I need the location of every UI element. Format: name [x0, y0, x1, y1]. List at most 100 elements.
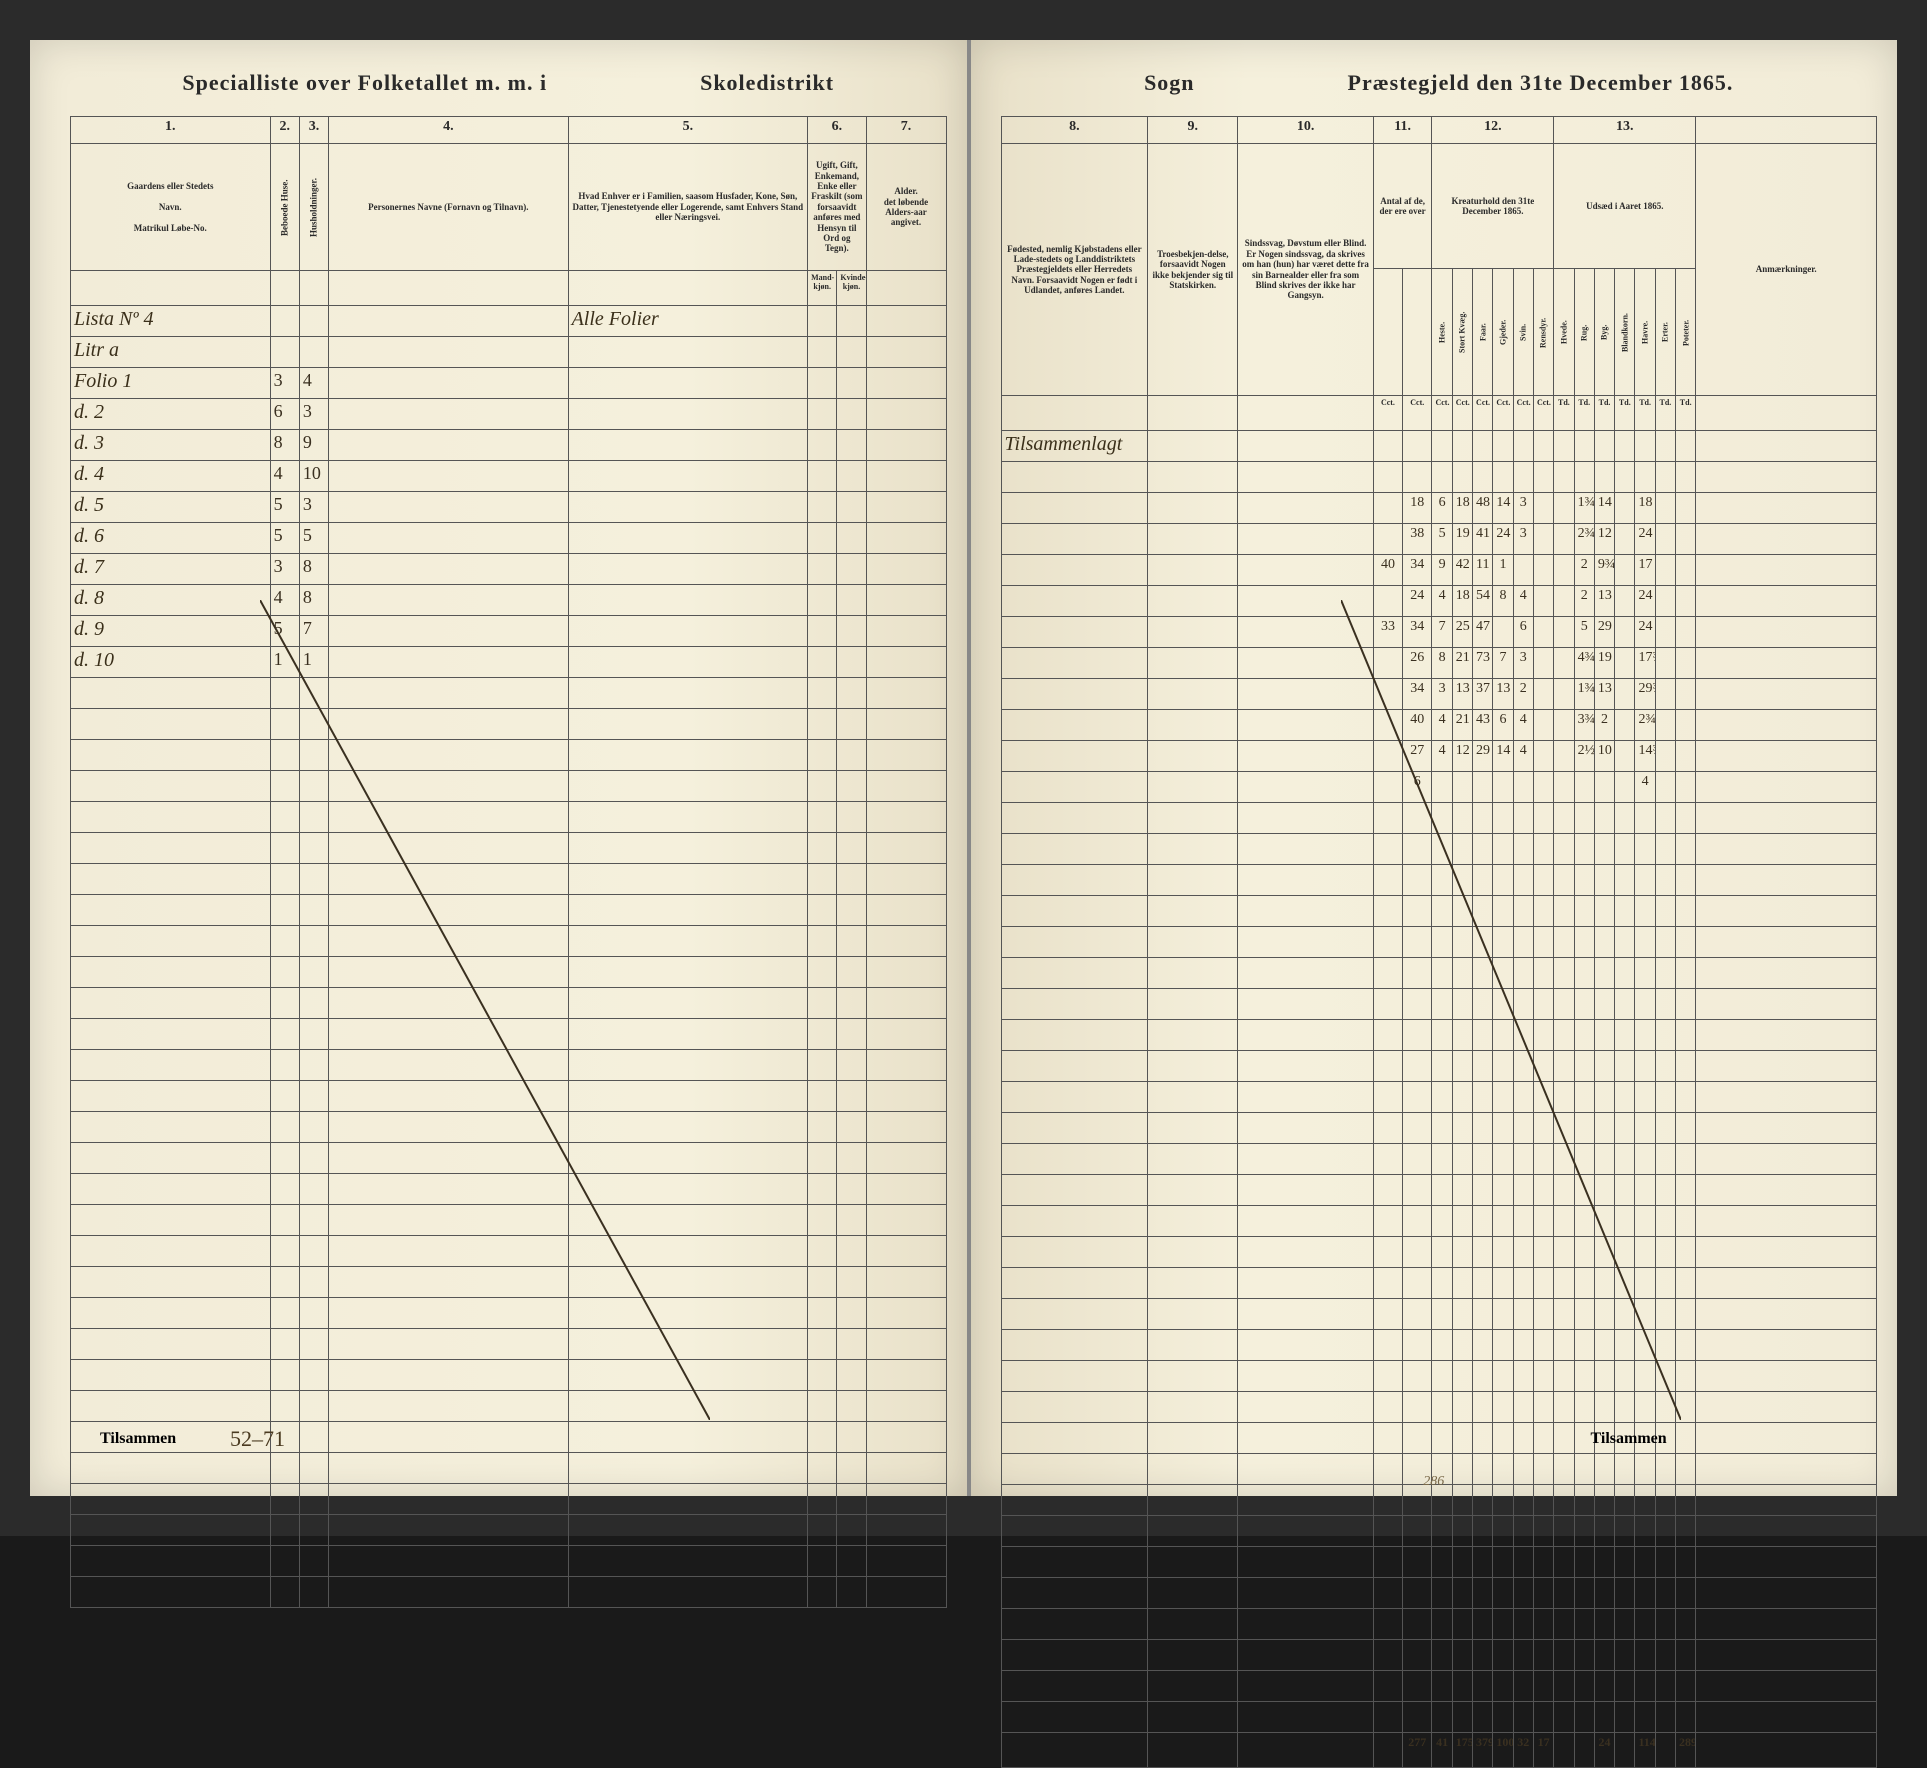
- cell: [1554, 1485, 1574, 1516]
- cell: [1493, 431, 1513, 462]
- cell: [1432, 1330, 1452, 1361]
- cell: [1493, 617, 1513, 648]
- cell: [1148, 1175, 1238, 1206]
- cell: [1594, 1020, 1614, 1051]
- cell: [329, 833, 568, 864]
- cell: [1533, 1268, 1553, 1299]
- cell: [1554, 648, 1574, 679]
- cell: [1473, 1609, 1493, 1640]
- cell: [1001, 772, 1148, 803]
- cell: [808, 585, 837, 616]
- cell: [299, 1019, 328, 1050]
- cell: [71, 1019, 271, 1050]
- cell: [329, 957, 568, 988]
- cell: [1148, 648, 1238, 679]
- cell: [1403, 896, 1432, 927]
- cell: [1432, 1609, 1452, 1640]
- cell: [1001, 1733, 1148, 1768]
- cell: [1452, 1547, 1472, 1578]
- cell: [1554, 1237, 1574, 1268]
- coln-5: 5.: [568, 117, 807, 144]
- cell: [1574, 1237, 1594, 1268]
- left-table-body: Lista Nº 4Alle FolierLitr aFolio 134d. 2…: [71, 306, 947, 1608]
- cell: [270, 306, 299, 337]
- cell: [1432, 1051, 1452, 1082]
- cell: [71, 1050, 271, 1081]
- table-row: [1001, 1547, 1877, 1578]
- cell: 29: [1594, 617, 1614, 648]
- cell: [1373, 524, 1402, 555]
- cell: 114: [1635, 1733, 1655, 1768]
- cell: 6: [270, 399, 299, 430]
- cell: [1001, 958, 1148, 989]
- cell: [1148, 1609, 1238, 1640]
- cell: [1533, 927, 1553, 958]
- cell: [1554, 1671, 1574, 1702]
- cell: [1615, 1082, 1635, 1113]
- cell: [1373, 1578, 1402, 1609]
- cell: [1452, 1330, 1472, 1361]
- cell: [1655, 1082, 1675, 1113]
- cell: 24: [1635, 586, 1655, 617]
- cell: [866, 895, 946, 926]
- cell: [1635, 1702, 1655, 1733]
- cell: [1373, 493, 1402, 524]
- cell: 100: [1493, 1733, 1513, 1768]
- cell: 14: [1493, 493, 1513, 524]
- cell: 6: [1493, 710, 1513, 741]
- left-header-a: Specialliste over Folketallet m. m. i: [182, 70, 547, 95]
- cell: 10: [299, 461, 328, 492]
- table-row: 24418548421324: [1001, 586, 1877, 617]
- cell: 19: [1452, 524, 1472, 555]
- cell: [71, 802, 271, 833]
- cell: [1574, 834, 1594, 865]
- table-row: [71, 833, 947, 864]
- cell: 8: [299, 585, 328, 616]
- cell: [808, 461, 837, 492]
- cell: [1513, 865, 1533, 896]
- cell: [808, 1050, 837, 1081]
- cell: [1373, 1547, 1402, 1578]
- cell: [1001, 1175, 1148, 1206]
- cell: [1432, 896, 1452, 927]
- cell: 3: [270, 368, 299, 399]
- cell: [1533, 617, 1553, 648]
- cell: [1452, 989, 1472, 1020]
- cell: [1615, 648, 1635, 679]
- cell: [808, 1546, 837, 1577]
- cell: [1615, 865, 1635, 896]
- cell: [1373, 989, 1402, 1020]
- cell: [1473, 431, 1493, 462]
- cell: [1615, 462, 1635, 493]
- cell: [1655, 1299, 1675, 1330]
- cell: 14: [1493, 741, 1513, 772]
- cell: [1373, 834, 1402, 865]
- cell: [299, 957, 328, 988]
- cell: [1533, 896, 1553, 927]
- cell: [866, 1577, 946, 1608]
- cell: 21: [1452, 710, 1472, 741]
- cell: [1615, 741, 1635, 772]
- cell: [1574, 1330, 1594, 1361]
- cell: [1554, 927, 1574, 958]
- cell: [568, 430, 807, 461]
- cell: [1696, 741, 1877, 772]
- cell: [1493, 1516, 1513, 1547]
- cell: [1533, 1640, 1553, 1671]
- cell: [329, 678, 568, 709]
- cell: [1452, 1237, 1472, 1268]
- cell: [1148, 1082, 1238, 1113]
- cell: [270, 1360, 299, 1391]
- cell: [1696, 803, 1877, 834]
- cell: [1533, 865, 1553, 896]
- cell: [1473, 1485, 1493, 1516]
- cell: [1473, 1423, 1493, 1454]
- cell: [1594, 1113, 1614, 1144]
- cell: [1696, 1547, 1877, 1578]
- cell: [1655, 493, 1675, 524]
- cell: 13: [1594, 586, 1614, 617]
- cell: [866, 337, 946, 368]
- cell: [71, 1143, 271, 1174]
- cell: [329, 399, 568, 430]
- cell: [1655, 710, 1675, 741]
